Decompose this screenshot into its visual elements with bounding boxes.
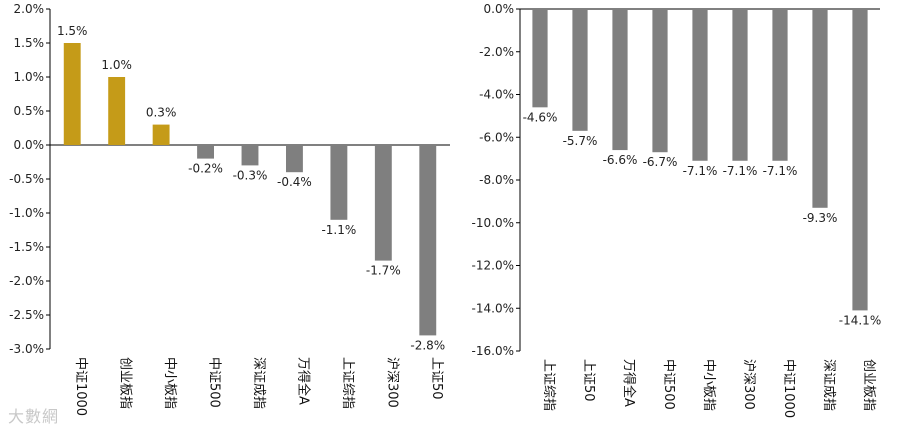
right-y-tick-label: -10.0% bbox=[472, 216, 514, 230]
left-y-tick-label: -2.5% bbox=[9, 308, 44, 322]
right-data-label: -7.1% bbox=[723, 164, 758, 178]
right-category-label: 中证500 bbox=[661, 359, 676, 410]
right-bar bbox=[532, 9, 548, 108]
right-data-label: -6.7% bbox=[643, 155, 678, 169]
right-data-label: -7.1% bbox=[683, 164, 718, 178]
right-category-label: 中小板指 bbox=[701, 359, 716, 411]
right-bar bbox=[732, 9, 748, 161]
right-bar bbox=[812, 9, 828, 208]
left-data-label: -0.4% bbox=[277, 175, 312, 189]
left-y-tick-label: -3.0% bbox=[9, 342, 44, 356]
right-category-label: 上证综指 bbox=[541, 359, 556, 411]
right-category-label: 上证50 bbox=[581, 359, 596, 402]
right-bar bbox=[692, 9, 708, 161]
right-y-tick-label: -2.0% bbox=[479, 45, 514, 59]
left-y-tick-label: -1.0% bbox=[9, 206, 44, 220]
left-category-label: 中证500 bbox=[207, 357, 222, 408]
left-category-label: 创业板指 bbox=[118, 357, 133, 409]
right-y-tick-label: -8.0% bbox=[479, 173, 514, 187]
right-bar bbox=[612, 9, 628, 151]
right-bar bbox=[852, 9, 868, 311]
left-y-tick-label: 1.0% bbox=[14, 70, 45, 84]
left-bar bbox=[330, 145, 348, 220]
left-data-label: -1.7% bbox=[366, 264, 401, 278]
right-data-label: -4.6% bbox=[523, 110, 558, 124]
right-bar bbox=[572, 9, 588, 131]
left-y-tick-label: 2.0% bbox=[14, 2, 45, 16]
left-bar bbox=[197, 145, 214, 159]
left-bar bbox=[419, 145, 437, 336]
left-y-tick-label: -2.0% bbox=[9, 274, 44, 288]
right-y-tick-label: -16.0% bbox=[472, 344, 514, 358]
left-category-label: 上证综指 bbox=[340, 357, 355, 409]
left-data-label: 1.5% bbox=[57, 24, 88, 38]
left-bar bbox=[286, 145, 303, 173]
right-y-tick-label: -6.0% bbox=[479, 130, 514, 144]
left-category-label: 万得全A bbox=[295, 357, 311, 405]
left-category-label: 中证1000 bbox=[73, 357, 88, 416]
left-category-label: 中小板指 bbox=[162, 357, 177, 409]
left-bar bbox=[374, 145, 392, 261]
right-y-tick-label: -4.0% bbox=[479, 88, 514, 102]
right-category-label: 万得全A bbox=[621, 359, 637, 407]
left-data-label: -0.2% bbox=[188, 162, 223, 176]
left-data-label: 1.0% bbox=[101, 58, 132, 72]
right-category-label: 中证1000 bbox=[781, 359, 796, 418]
right-category-label: 创业板指 bbox=[861, 359, 876, 411]
right-data-label: -14.1% bbox=[839, 313, 881, 327]
left-category-label: 沪深300 bbox=[384, 357, 400, 408]
right-y-tick-label: -12.0% bbox=[472, 259, 514, 273]
left-y-tick-label: 0.0% bbox=[14, 138, 45, 152]
right-data-label: -6.6% bbox=[603, 153, 638, 167]
left-data-label: 0.3% bbox=[146, 106, 177, 120]
right-data-label: -5.7% bbox=[563, 134, 598, 148]
left-bar bbox=[152, 124, 170, 145]
left-category-label: 上证50 bbox=[429, 357, 444, 400]
watermark-logo: 大數網 bbox=[8, 407, 60, 426]
left-y-tick-label: -1.5% bbox=[9, 240, 44, 254]
left-bar bbox=[241, 145, 259, 166]
right-bar bbox=[772, 9, 788, 161]
left-data-label: -2.8% bbox=[410, 338, 445, 352]
left-bar bbox=[63, 43, 81, 145]
left-y-tick-label: 0.5% bbox=[14, 104, 45, 118]
left-data-label: -1.1% bbox=[321, 223, 356, 237]
left-bar bbox=[108, 77, 126, 145]
left-category-label: 深证成指 bbox=[251, 357, 266, 409]
left-data-label: -0.3% bbox=[233, 168, 268, 182]
left-y-tick-label: 1.5% bbox=[14, 36, 45, 50]
right-y-tick-label: -14.0% bbox=[472, 301, 514, 315]
right-y-tick-label: 0.0% bbox=[484, 2, 515, 16]
right-data-label: -9.3% bbox=[803, 211, 838, 225]
right-category-label: 深证成指 bbox=[821, 359, 836, 411]
right-bar bbox=[652, 9, 668, 153]
right-data-label: -7.1% bbox=[763, 164, 798, 178]
right-category-label: 沪深300 bbox=[741, 359, 757, 410]
left-y-tick-label: -0.5% bbox=[9, 172, 44, 186]
